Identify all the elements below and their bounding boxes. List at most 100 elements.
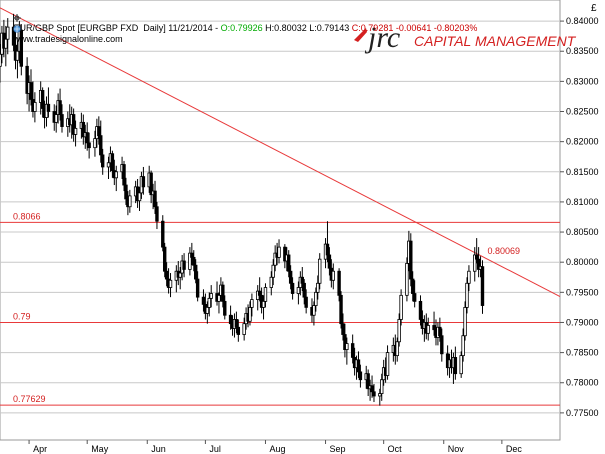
candle-body [188,252,192,270]
x-tick-label: Oct [388,444,403,454]
candle [302,279,306,305]
candle-body [358,371,363,381]
candle [418,295,423,326]
y-tick-label: 0.78000 [566,378,599,388]
crosshair-icon[interactable] [3,4,22,22]
candle-body [19,29,24,67]
plot-area [0,0,561,441]
candle [412,280,417,308]
candle-body [476,258,481,270]
candle [372,383,376,403]
candle-body [343,334,347,350]
candle [370,375,374,398]
candle-body [314,291,318,306]
candle [114,165,118,192]
candle [71,108,76,142]
candle [343,323,347,358]
candle-body [234,319,239,328]
source-label: www.tradesignalonline.com [13,34,123,44]
candle [192,250,196,272]
candle-body [378,393,382,397]
y-tick-label: 0.82000 [566,137,599,147]
candle [432,311,436,336]
candle-body [337,270,341,296]
candle-body [194,264,198,280]
candle-body [190,252,194,258]
y-tick-label: 0.80000 [566,257,599,267]
candle [385,345,390,380]
candle-body [155,206,159,222]
y-tick-label: 0.83500 [566,46,599,56]
candle-body [99,135,103,156]
candle [73,120,78,147]
x-tick-label: Aug [269,444,285,454]
candle [60,104,64,133]
candle-body [288,270,293,284]
candle [426,317,430,341]
candle [339,291,343,329]
candle-body [385,352,390,376]
candle [405,257,409,302]
candle [223,295,227,320]
candle [168,273,173,298]
candle [366,369,370,396]
grid-lines [0,20,560,414]
x-tick-label: Jun [151,444,166,454]
candle [164,262,169,287]
candle [273,245,277,272]
candle-body [366,373,370,390]
candle-body [290,282,295,294]
candle-body [463,306,467,337]
candle [378,388,382,406]
candle-body [58,100,62,115]
candle [250,293,254,317]
candle-body [432,325,436,331]
candle [411,271,415,302]
candle-body [149,172,153,196]
candle-body [273,252,277,266]
candle-body [325,243,330,256]
candle [300,267,304,292]
candle [318,253,322,290]
candle [314,287,318,312]
candle-body [283,246,287,262]
candle [242,317,246,341]
open-value: O:0.79926 [220,23,263,33]
candle [209,285,213,308]
candle-body [163,246,167,272]
candle [440,328,444,362]
candle-body [339,294,343,325]
candle [474,238,479,264]
x-tick-label: Sep [330,444,346,454]
candle-body [397,319,401,343]
x-tick-label: Jul [209,444,221,454]
candle [217,292,221,314]
candle-body [228,314,233,325]
candle [188,247,192,276]
candle-body [106,162,111,168]
candle [190,242,194,266]
x-tick-label: Apr [33,444,47,454]
candle [261,295,266,320]
candle [304,289,308,314]
candle [4,25,8,67]
y-tick-label: 0.78500 [566,348,599,358]
candle [397,313,401,347]
candle-body [250,299,254,308]
y-axis: 0.77500 0.78000 0.78500 0.79000 0.79500 0.800… [560,16,599,418]
level-label: 0.8066 [13,211,41,221]
candle-body [201,296,206,305]
candle [122,160,126,192]
chart-header: EUR/GBP Spot [EURGBP FXD Daily] 11/21/20… [3,3,477,33]
candle [29,69,33,106]
candle-body [312,305,316,316]
candle-body [405,262,409,296]
candle [100,148,105,175]
candle [271,259,275,286]
candle-body [277,246,281,258]
candle-body [296,287,301,294]
low-value: L:0.79143 [309,23,350,33]
close-value: C:0.79281 [351,23,394,33]
candle-body [380,379,384,394]
candle [290,277,295,300]
